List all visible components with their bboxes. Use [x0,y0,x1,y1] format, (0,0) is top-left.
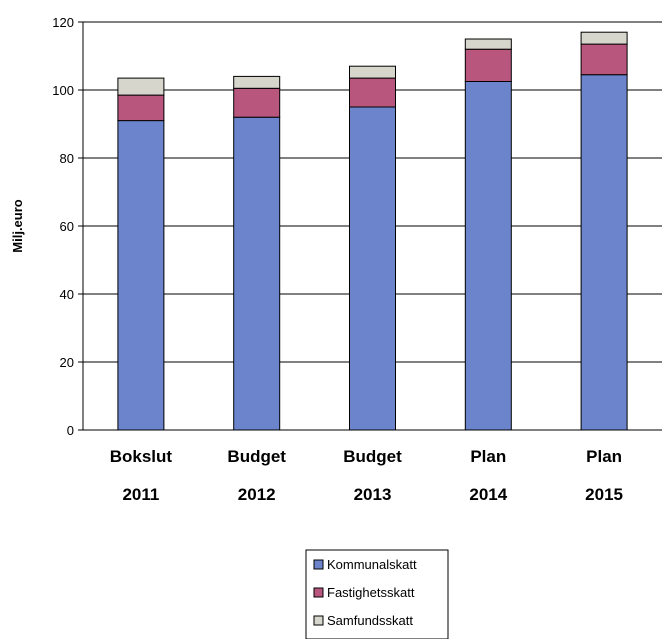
bars [117,31,628,431]
bar-segment-fastighetsskatt [464,48,512,82]
x-category-label-line2: 2012 [238,485,276,504]
bar-segment-kommunalskatt [580,74,628,431]
x-category-label-line1: Plan [586,447,622,466]
legend-label: Samfundsskatt [327,613,413,628]
bar-segment-kommunalskatt [233,116,281,431]
y-tick-label: 100 [52,83,74,98]
y-tick-label: 20 [60,355,74,370]
bar-segment-fastighetsskatt [349,77,396,108]
y-tick-label: 0 [67,423,74,438]
y-tick-label: 80 [60,151,74,166]
y-tick-label: 40 [60,287,74,302]
x-category-label-line2: 2015 [585,485,623,504]
bar-segment-fastighetsskatt [117,94,165,122]
legend: Kommunalskatt Fastighetsskatt Samfundsskat… [305,549,449,639]
x-category-labels: Bokslut 2011 Budget 2012 Budget 2013 Plan 2014 P… [110,447,623,504]
bar-segment-kommunalskatt [349,106,396,431]
x-category-label-line2: 2011 [122,485,159,504]
bar-segment-samfundsskatt [580,31,628,45]
bar-segment-fastighetsskatt [580,43,628,76]
bar-segment-samfundsskatt [349,65,396,79]
y-tick-label: 60 [60,219,74,234]
legend-swatch [313,587,324,598]
axes [78,21,662,431]
bar-segment-samfundsskatt [464,38,512,50]
y-tick-labels: 0 20 40 60 80 100 120 [52,15,74,438]
y-axis-label: Milj.euro [10,199,25,253]
legend-label: Fastighetsskatt [327,585,415,600]
x-category-label-line2: 2014 [469,485,507,504]
x-category-label-line1: Bokslut [110,447,173,466]
bar-segment-kommunalskatt [464,81,512,431]
bar-segment-samfundsskatt [233,75,281,89]
legend-swatch [313,559,324,570]
x-category-label-line1: Budget [343,447,402,466]
bar-segment-kommunalskatt [117,120,165,431]
bar-segment-fastighetsskatt [233,87,281,118]
x-category-label-line1: Plan [470,447,506,466]
x-category-label-line1: Budget [227,447,286,466]
y-tick-label: 120 [52,15,74,30]
bar-segment-samfundsskatt [117,77,165,96]
legend-label: Kommunalskatt [327,557,417,572]
x-category-label-line2: 2013 [354,485,392,504]
legend-box [305,549,449,639]
legend-swatch [313,615,324,626]
